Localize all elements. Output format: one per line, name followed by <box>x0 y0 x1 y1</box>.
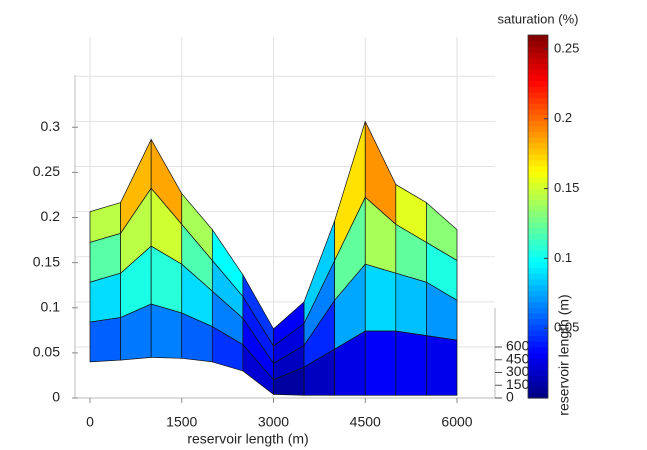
colorbar-segment <box>528 278 548 286</box>
colorbar-segment <box>528 250 548 257</box>
colorbar-segment <box>528 358 548 365</box>
colorbar-segment <box>528 154 548 161</box>
surface-patch <box>426 335 458 396</box>
colorbar-segment <box>528 318 548 325</box>
surface-patch <box>395 330 427 396</box>
colorbar-segment <box>528 46 548 53</box>
surface-patch <box>364 330 397 396</box>
surface-patch <box>89 272 121 323</box>
surface-patch <box>364 263 397 332</box>
colorbar-segment <box>528 165 548 172</box>
colorbar-segment <box>528 171 548 178</box>
y-tick-label: 0 <box>506 389 514 405</box>
colorbar-title: saturation (%) <box>498 11 579 26</box>
colorbar-segment <box>528 103 548 110</box>
colorbar-segment <box>528 295 548 303</box>
colorbar-segment <box>528 188 548 195</box>
x-tick-label: 1500 <box>166 414 197 430</box>
y-tick-label: 450 <box>506 350 530 366</box>
z-tick-label: 0.3 <box>41 118 61 134</box>
colorbar-tick-label: 0.2 <box>554 110 572 125</box>
colorbar-tick-label: 0.05 <box>554 320 579 335</box>
colorbar-segment <box>528 222 548 229</box>
colorbar-segment <box>528 125 548 133</box>
x-tick-label: 4500 <box>350 414 381 430</box>
colorbar-segment <box>528 290 548 297</box>
colorbar-segment <box>528 120 548 127</box>
z-tick-label: 0.05 <box>33 344 60 360</box>
z-tick-label: 0 <box>52 389 60 405</box>
colorbar-segment <box>528 35 548 42</box>
x-tick-label: 0 <box>86 414 94 430</box>
surface-patch <box>89 317 121 363</box>
colorbar-tick-label: 0.25 <box>554 40 579 55</box>
colorbar-segment <box>528 261 548 269</box>
z-tick-label: 0.25 <box>33 163 60 179</box>
colorbar-segment <box>528 40 548 47</box>
colorbar-segment <box>528 216 548 223</box>
colorbar-tick-label: 0.1 <box>554 250 572 265</box>
z-tick-label: 0.2 <box>41 208 61 224</box>
colorbar-segment <box>528 52 548 59</box>
colorbar-segment <box>528 137 548 144</box>
colorbar-segment <box>528 352 548 359</box>
z-tick-label: 0.1 <box>41 298 61 314</box>
y-tick-label: 600 <box>506 338 530 354</box>
colorbar-segment <box>528 307 548 314</box>
colorbar-segment <box>528 80 548 87</box>
colorbar-segment <box>528 380 548 388</box>
colorbar-segment <box>528 239 548 246</box>
colorbar-segment <box>528 392 548 399</box>
colorbar-segment <box>528 210 548 218</box>
colorbar-segment <box>528 329 548 337</box>
x-axis-label: reservoir length (m) <box>187 431 308 447</box>
surface-patch <box>395 272 427 337</box>
colorbar-segment <box>528 205 548 212</box>
colorbar-segment <box>528 182 548 189</box>
colorbar-segment <box>528 91 548 98</box>
y-axis-label: reservoir length (m) <box>556 294 572 415</box>
y-tick-label: 150 <box>506 376 530 392</box>
colorbar-segment <box>528 176 548 184</box>
colorbar-segment <box>528 74 548 81</box>
surface-patch <box>150 303 183 359</box>
colorbar-segment <box>528 256 548 263</box>
colorbar-segment <box>528 131 548 138</box>
colorbar-segment <box>528 267 548 274</box>
colorbar-segment <box>528 363 548 371</box>
colorbar-segment <box>528 108 548 116</box>
colorbar-segment <box>528 114 548 121</box>
colorbar-segment <box>528 233 548 240</box>
colorbar-segment <box>528 375 548 382</box>
colorbar-segment <box>528 57 548 64</box>
colorbar-tick-label: 0.15 <box>554 180 579 195</box>
colorbar-segment <box>528 142 548 150</box>
y-tick-label: 300 <box>506 363 530 379</box>
colorbar-segment <box>528 159 548 167</box>
colorbar-segment <box>528 244 548 252</box>
colorbar-segment <box>528 312 548 320</box>
colorbar-segment <box>528 97 548 104</box>
colorbar-segment <box>528 193 548 201</box>
colorbar-segment <box>528 324 548 331</box>
colorbar-segment <box>528 148 548 155</box>
z-tick-label: 0.15 <box>33 253 60 269</box>
colorbar-segment <box>528 273 548 280</box>
x-tick-label: 3000 <box>258 414 289 430</box>
colorbar-segment <box>528 369 548 376</box>
colorbar-segment <box>528 199 548 206</box>
colorbar-segment <box>528 69 548 76</box>
colorbar-segment <box>528 86 548 93</box>
colorbar-segment <box>528 346 548 354</box>
x-tick-label: 6000 <box>441 414 472 430</box>
colorbar-segment <box>528 386 548 393</box>
colorbar-segment <box>528 301 548 308</box>
colorbar-frame <box>527 34 549 399</box>
colorbar-segment <box>528 335 548 342</box>
colorbar-segment <box>528 284 548 291</box>
colorbar-segment <box>528 227 548 235</box>
colorbar-segment <box>528 341 548 348</box>
colorbar-segment <box>528 63 548 70</box>
